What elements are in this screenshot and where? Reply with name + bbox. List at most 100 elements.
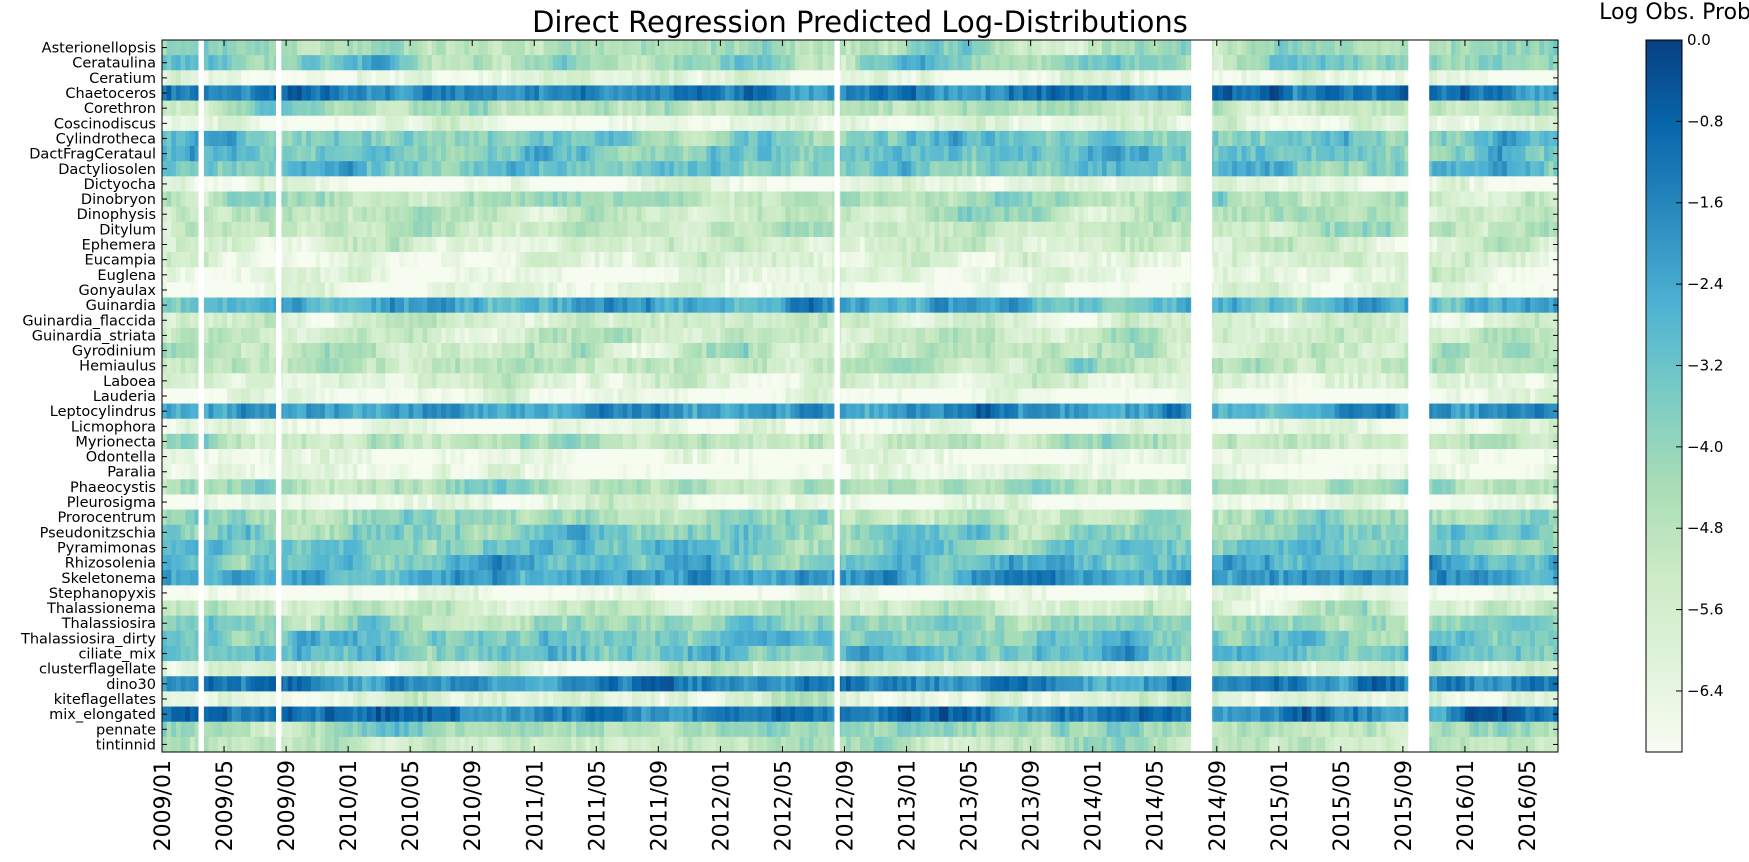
heat-cell xyxy=(939,252,945,268)
heat-cell xyxy=(1050,40,1057,56)
heat-cell xyxy=(1320,85,1326,101)
heat-cell xyxy=(422,267,428,283)
heat-cell xyxy=(1125,161,1131,177)
heat-cell xyxy=(473,100,480,117)
heat-cell xyxy=(306,191,312,208)
heat-cell xyxy=(538,146,545,162)
heat-cell xyxy=(357,115,363,132)
heat-cell xyxy=(729,252,735,268)
heat-cell xyxy=(1390,176,1396,192)
heat-cell xyxy=(1171,191,1178,208)
heat-cell xyxy=(399,100,405,117)
heat-cell xyxy=(1120,267,1126,283)
heat-cell xyxy=(427,85,433,101)
heat-cell xyxy=(1362,115,1368,132)
heat-cell xyxy=(282,130,289,147)
heat-cell xyxy=(934,206,940,223)
heat-cell xyxy=(376,252,382,268)
heat-cell xyxy=(227,267,233,283)
heat-cell xyxy=(557,100,563,117)
heat-cell xyxy=(357,146,363,162)
heat-cell xyxy=(1139,55,1145,71)
heat-cell xyxy=(343,130,349,147)
heat-cell xyxy=(953,130,959,147)
heat-cell xyxy=(478,70,484,86)
heat-cell xyxy=(752,282,759,298)
heat-cell xyxy=(315,85,321,101)
heat-cell xyxy=(939,55,945,71)
heat-cell xyxy=(650,206,656,223)
heat-cell xyxy=(743,161,749,177)
heat-cell xyxy=(548,100,554,117)
heat-cell xyxy=(1320,176,1326,192)
heat-cell xyxy=(1222,267,1229,283)
heat-cell xyxy=(543,85,549,101)
heat-cell xyxy=(552,70,559,86)
heat-cell xyxy=(1357,115,1364,132)
heat-cell xyxy=(245,191,252,208)
heat-cell xyxy=(1106,191,1112,208)
heat-cell xyxy=(920,130,926,147)
heat-cell xyxy=(962,70,968,86)
heat-cell xyxy=(431,206,438,223)
heat-cell xyxy=(203,236,210,253)
heat-cell xyxy=(529,282,535,298)
heat-cell xyxy=(1325,236,1331,253)
heat-cell xyxy=(827,40,833,56)
heat-cell xyxy=(1074,221,1080,238)
heat-cell xyxy=(306,130,312,147)
heat-cell xyxy=(873,115,880,132)
heat-cell xyxy=(613,115,619,132)
heat-cell xyxy=(1483,267,1489,283)
heat-cell xyxy=(334,176,340,192)
heat-cell xyxy=(1441,146,1447,162)
heat-cell xyxy=(282,176,289,192)
heat-cell xyxy=(450,55,456,71)
heat-cell xyxy=(948,161,954,177)
heat-cell xyxy=(566,55,573,71)
heat-cell xyxy=(1441,40,1447,56)
heat-cell xyxy=(529,55,535,71)
heat-cell xyxy=(1218,85,1224,101)
heat-cell xyxy=(1283,100,1289,117)
heat-cell xyxy=(618,191,624,208)
heat-cell xyxy=(1125,100,1131,117)
heat-cell xyxy=(241,221,247,238)
heat-cell xyxy=(1441,252,1447,268)
heat-cell xyxy=(939,85,945,101)
heat-cell xyxy=(994,130,1001,147)
heat-cell xyxy=(422,236,428,253)
heat-cell xyxy=(720,191,726,208)
heat-cell xyxy=(511,252,517,268)
heat-cell xyxy=(822,40,829,56)
heat-cell xyxy=(636,40,642,56)
heat-cell xyxy=(1181,130,1187,147)
heat-cell xyxy=(701,176,708,192)
heat-cell xyxy=(1395,221,1401,238)
heat-cell xyxy=(920,40,926,56)
heat-cell xyxy=(1381,206,1387,223)
heat-cell xyxy=(1250,206,1257,223)
heat-cell xyxy=(1125,85,1131,101)
heat-cell xyxy=(641,267,647,283)
heat-cell xyxy=(911,70,917,86)
heat-cell xyxy=(1399,221,1406,238)
heat-cell xyxy=(943,236,950,253)
heat-cell xyxy=(543,130,549,147)
heat-cell xyxy=(1018,70,1024,86)
heat-cell xyxy=(785,236,791,253)
heat-cell xyxy=(604,221,610,238)
heat-cell xyxy=(776,85,782,101)
heat-cell xyxy=(329,221,335,238)
heat-cell xyxy=(1357,70,1364,86)
heat-cell xyxy=(1534,252,1540,268)
heat-cell xyxy=(185,267,191,283)
heat-cell xyxy=(1097,221,1103,238)
heat-cell xyxy=(967,70,973,86)
heat-cell xyxy=(655,70,661,86)
heat-cell xyxy=(1106,267,1112,283)
heat-cell xyxy=(799,236,805,253)
heat-cell xyxy=(1334,252,1340,268)
heat-cell xyxy=(873,100,880,117)
heat-cell xyxy=(1036,236,1043,253)
